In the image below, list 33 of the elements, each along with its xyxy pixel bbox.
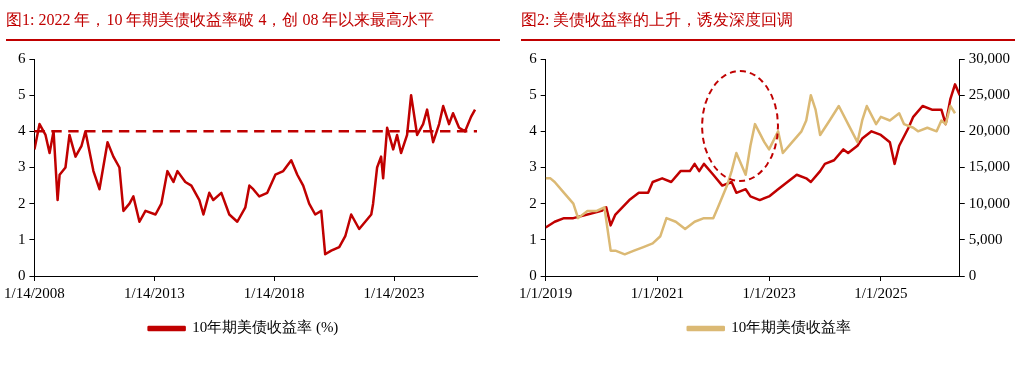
- y-tick-label: 6: [17, 49, 26, 66]
- x-tick-label: 1/1/2021: [630, 284, 685, 301]
- x-tick-label: 1/14/2023: [363, 284, 425, 301]
- y-tick-label: 4: [17, 122, 26, 139]
- x-tick-label: 1/1/2023: [742, 284, 796, 301]
- y-tick-label: 3: [529, 158, 537, 175]
- legend-label: 10年期美债收益率 (%): [192, 319, 339, 337]
- x-tick-label: 1/1/2019: [519, 284, 573, 301]
- chart-title: 图2: 美债收益率的上升，诱发深度回调: [521, 10, 1015, 41]
- y-tick-label: 0: [529, 266, 537, 283]
- y-tick-label: 5: [529, 86, 537, 103]
- y2-tick-label: 0: [968, 266, 977, 283]
- y-tick-label: 5: [17, 86, 26, 103]
- y2-tick-label: 5,000: [968, 230, 1003, 247]
- y2-tick-label: 15,000: [968, 158, 1010, 175]
- y2-tick-label: 20,000: [968, 122, 1010, 139]
- y2-tick-label: 25,000: [968, 86, 1010, 103]
- y-tick-label: 2: [529, 194, 537, 211]
- y-tick-label: 3: [17, 158, 26, 175]
- x-tick-label: 1/14/2018: [243, 284, 305, 301]
- y-tick-label: 6: [529, 49, 538, 66]
- y-tick-label: 1: [17, 230, 26, 247]
- x-tick-label: 1/14/2013: [123, 284, 185, 301]
- y2-tick-label: 10,000: [968, 194, 1010, 211]
- y-tick-label: 4: [529, 122, 538, 139]
- chart-title: 图1: 2022 年，10 年期美债收益率破 4，创 08 年以来最高水平: [6, 10, 500, 41]
- y-tick-label: 2: [17, 194, 26, 211]
- x-tick-label: 1/14/2008: [4, 284, 65, 301]
- y-tick-label: 1: [529, 230, 537, 247]
- y-tick-label: 0: [17, 266, 26, 283]
- x-tick-label: 1/1/2025: [854, 284, 908, 301]
- legend-label: 10年期美债收益率: [731, 319, 852, 336]
- y2-tick-label: 30,000: [968, 49, 1010, 66]
